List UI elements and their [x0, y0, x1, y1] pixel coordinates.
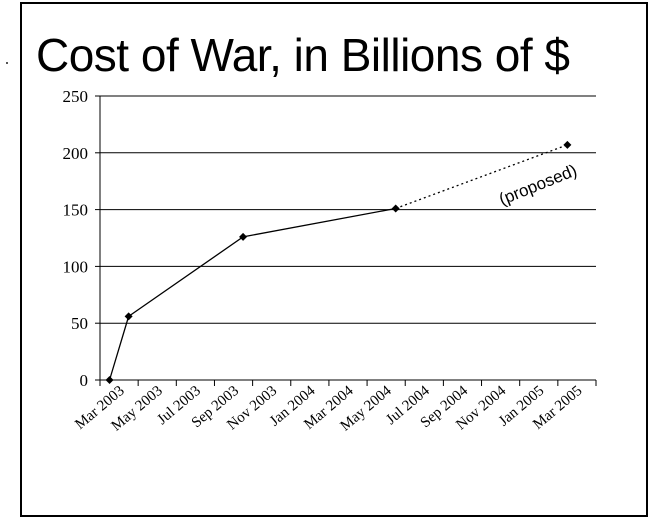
y-tick-label-50: 50: [71, 314, 88, 333]
data-point-marker: [124, 312, 133, 321]
y-tick-label-200: 200: [63, 144, 89, 163]
proposed-annotation: (proposed): [496, 161, 579, 209]
data-point-marker: [239, 232, 248, 241]
y-tick-label-0: 0: [80, 371, 89, 390]
stray-mark: [6, 62, 8, 64]
y-tick-label-100: 100: [63, 257, 89, 276]
y-tick-label-250: 250: [63, 87, 89, 106]
y-tick-label-150: 150: [63, 201, 89, 220]
proposed-series-line: [395, 144, 568, 210]
data-point-marker: [105, 376, 114, 384]
actual-series-line: [108, 207, 396, 381]
chart-frame: [20, 2, 648, 517]
chart-title: Cost of War, in Billions of $: [36, 29, 570, 81]
data-point-marker: [563, 140, 572, 149]
